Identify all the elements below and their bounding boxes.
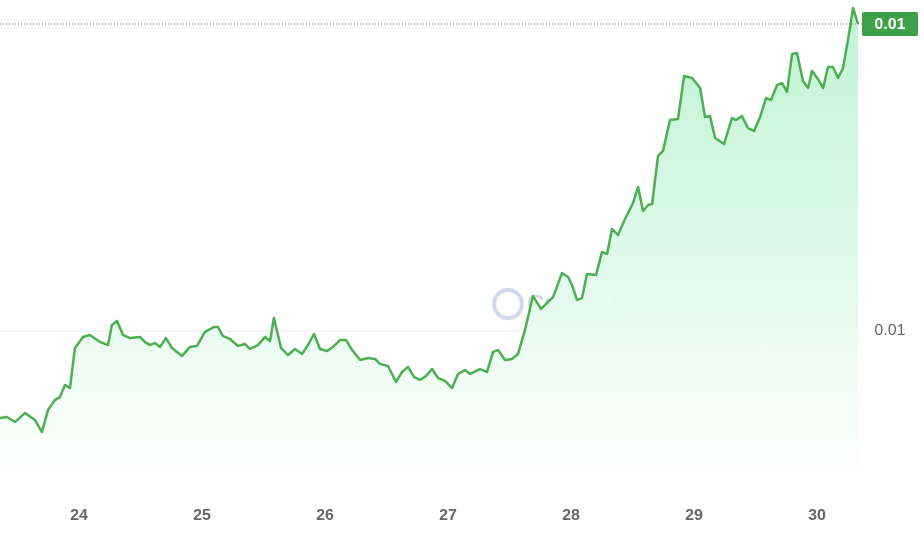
last-price-label: 0.01 — [874, 16, 905, 33]
watermark-logo — [492, 288, 524, 320]
line — [0, 6, 860, 434]
x-tick-label: 28 — [562, 507, 580, 524]
x-tick-label: 24 — [70, 507, 88, 524]
y-tick-label: 0.01 — [874, 322, 905, 339]
area — [0, 8, 858, 480]
last-price-box — [862, 12, 918, 36]
x-tick-label: 29 — [685, 507, 703, 524]
x-tick-label: 27 — [439, 507, 457, 524]
x-tick-label: 26 — [316, 507, 334, 524]
x-tick-label: 25 — [193, 507, 211, 524]
x-tick-label: 30 — [808, 507, 826, 524]
